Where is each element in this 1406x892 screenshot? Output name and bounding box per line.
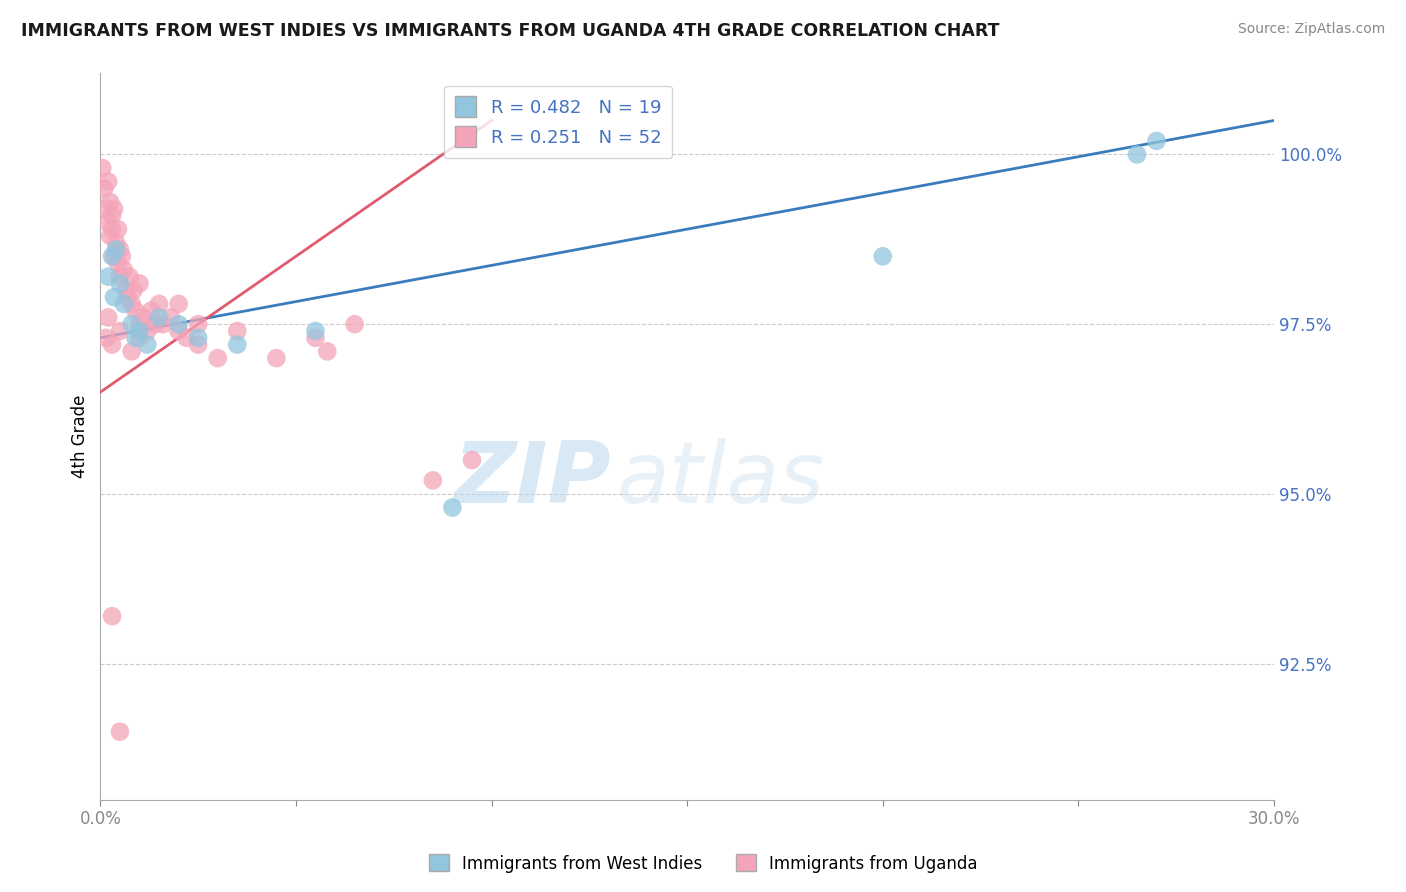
Point (304, 331, 326, 345)
Point (97, 215, 120, 229)
Point (108, 243, 131, 257)
Point (107, 256, 129, 270)
Point (108, 269, 131, 284)
Point (304, 324, 326, 338)
Point (117, 290, 139, 304)
Point (121, 344, 143, 359)
Point (98, 194, 121, 209)
Point (103, 249, 125, 263)
Point (159, 310, 181, 325)
Point (124, 303, 146, 318)
Point (187, 317, 209, 331)
Point (176, 331, 198, 345)
Point (167, 324, 190, 338)
Point (97, 269, 120, 284)
Point (136, 337, 159, 351)
Point (441, 500, 464, 515)
Point (128, 331, 150, 345)
Point (114, 283, 136, 297)
Point (105, 243, 128, 257)
Point (226, 324, 249, 338)
Point (128, 324, 150, 338)
Point (167, 297, 190, 311)
Point (105, 235, 128, 250)
Point (152, 317, 174, 331)
Point (461, 453, 484, 467)
Point (96, 202, 118, 216)
Point (97, 310, 120, 325)
Point (108, 277, 131, 291)
Y-axis label: 4th Grade: 4th Grade (72, 394, 89, 478)
Point (98, 229, 121, 244)
Point (128, 277, 150, 291)
Text: Source: ZipAtlas.com: Source: ZipAtlas.com (1237, 22, 1385, 37)
Point (108, 724, 131, 739)
Point (316, 344, 339, 359)
Text: ZIP: ZIP (453, 438, 610, 521)
Point (111, 249, 134, 263)
Point (872, 249, 894, 263)
Point (148, 297, 170, 311)
Point (101, 209, 124, 223)
Point (1146, 134, 1168, 148)
Point (167, 317, 190, 331)
Point (266, 351, 288, 366)
Point (1126, 147, 1149, 161)
Legend: Immigrants from West Indies, Immigrants from Uganda: Immigrants from West Indies, Immigrants … (422, 847, 984, 880)
Point (118, 269, 141, 284)
Point (132, 310, 155, 325)
Text: atlas: atlas (617, 438, 825, 521)
Point (187, 337, 209, 351)
Point (121, 297, 143, 311)
Point (128, 317, 150, 331)
Point (107, 222, 129, 236)
Point (103, 202, 125, 216)
Point (207, 351, 229, 366)
Point (91, 161, 114, 175)
Point (136, 324, 159, 338)
Point (101, 222, 124, 236)
Point (93, 181, 115, 195)
Point (143, 317, 166, 331)
Point (112, 297, 135, 311)
Point (96, 331, 118, 345)
Point (148, 310, 170, 325)
Point (101, 249, 124, 263)
Point (101, 337, 124, 351)
Legend: R = 0.482   N = 19, R = 0.251   N = 52: R = 0.482 N = 19, R = 0.251 N = 52 (444, 86, 672, 158)
Point (187, 331, 209, 345)
Point (97, 175, 120, 189)
Point (343, 317, 366, 331)
Text: IMMIGRANTS FROM WEST INDIES VS IMMIGRANTS FROM UGANDA 4TH GRADE CORRELATION CHAR: IMMIGRANTS FROM WEST INDIES VS IMMIGRANT… (21, 22, 1000, 40)
Point (226, 337, 249, 351)
Point (101, 609, 124, 624)
Point (121, 317, 143, 331)
Point (112, 263, 135, 277)
Point (122, 283, 145, 297)
Point (141, 303, 163, 318)
Point (124, 331, 146, 345)
Point (422, 474, 444, 488)
Point (108, 324, 131, 338)
Point (103, 290, 125, 304)
